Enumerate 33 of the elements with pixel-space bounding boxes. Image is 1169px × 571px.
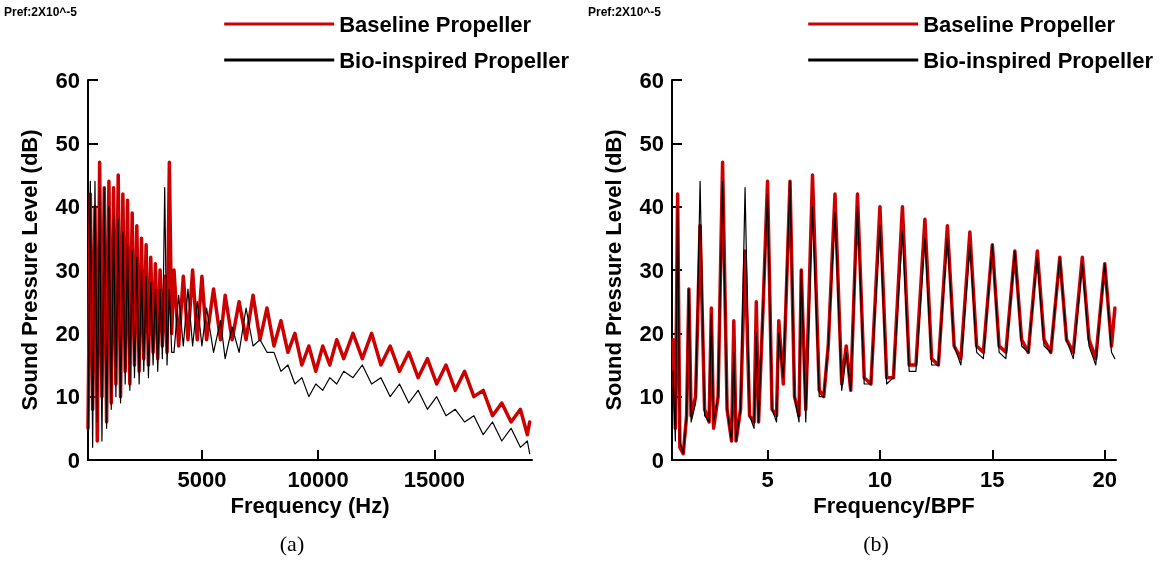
x-tick-label: 20 [1092,466,1117,492]
y-tick-label: 60 [55,67,80,93]
y-tick-label: 30 [639,257,664,283]
text: (b) [863,530,889,556]
y-tick-label: 30 [55,257,80,283]
x-axis-title: Frequency (Hz) [230,493,390,519]
y-tick-label: 40 [55,194,80,220]
x-tick-label: 10 [867,466,893,492]
text: (a) [279,530,305,556]
x-tick-label: 10000 [287,466,349,492]
x-tick-label: 5 [761,466,774,492]
y-tick-label: 50 [639,130,664,156]
y-tick-label: 20 [55,320,80,346]
x-tick-label: 15000 [403,466,465,492]
y-tick-label: 0 [651,447,664,473]
y-tick-label: 0 [67,447,80,473]
y-tick-label: 10 [639,384,664,410]
x-tick-label: 5000 [177,466,227,492]
text: Pref:2X10^-5 [588,5,662,19]
y-axis-title: Sound Pressure Level (dB) [16,129,42,411]
text: Pref:2X10^-5 [4,5,78,19]
legend-label: Bio-inspired Propeller [923,47,1154,73]
legend-label: Bio-inspired Propeller [339,47,570,73]
y-tick-label: 60 [639,67,664,93]
y-axis-title: Sound Pressure Level (dB) [600,129,626,411]
x-tick-label: 15 [980,466,1005,492]
y-tick-label: 40 [639,194,664,220]
legend-label: Baseline Propeller [339,11,532,37]
x-axis-title: Frequency/BPF [813,493,975,519]
y-tick-label: 10 [55,384,80,410]
y-tick-label: 50 [55,130,80,156]
y-tick-label: 20 [639,320,664,346]
legend-label: Baseline Propeller [923,11,1116,37]
